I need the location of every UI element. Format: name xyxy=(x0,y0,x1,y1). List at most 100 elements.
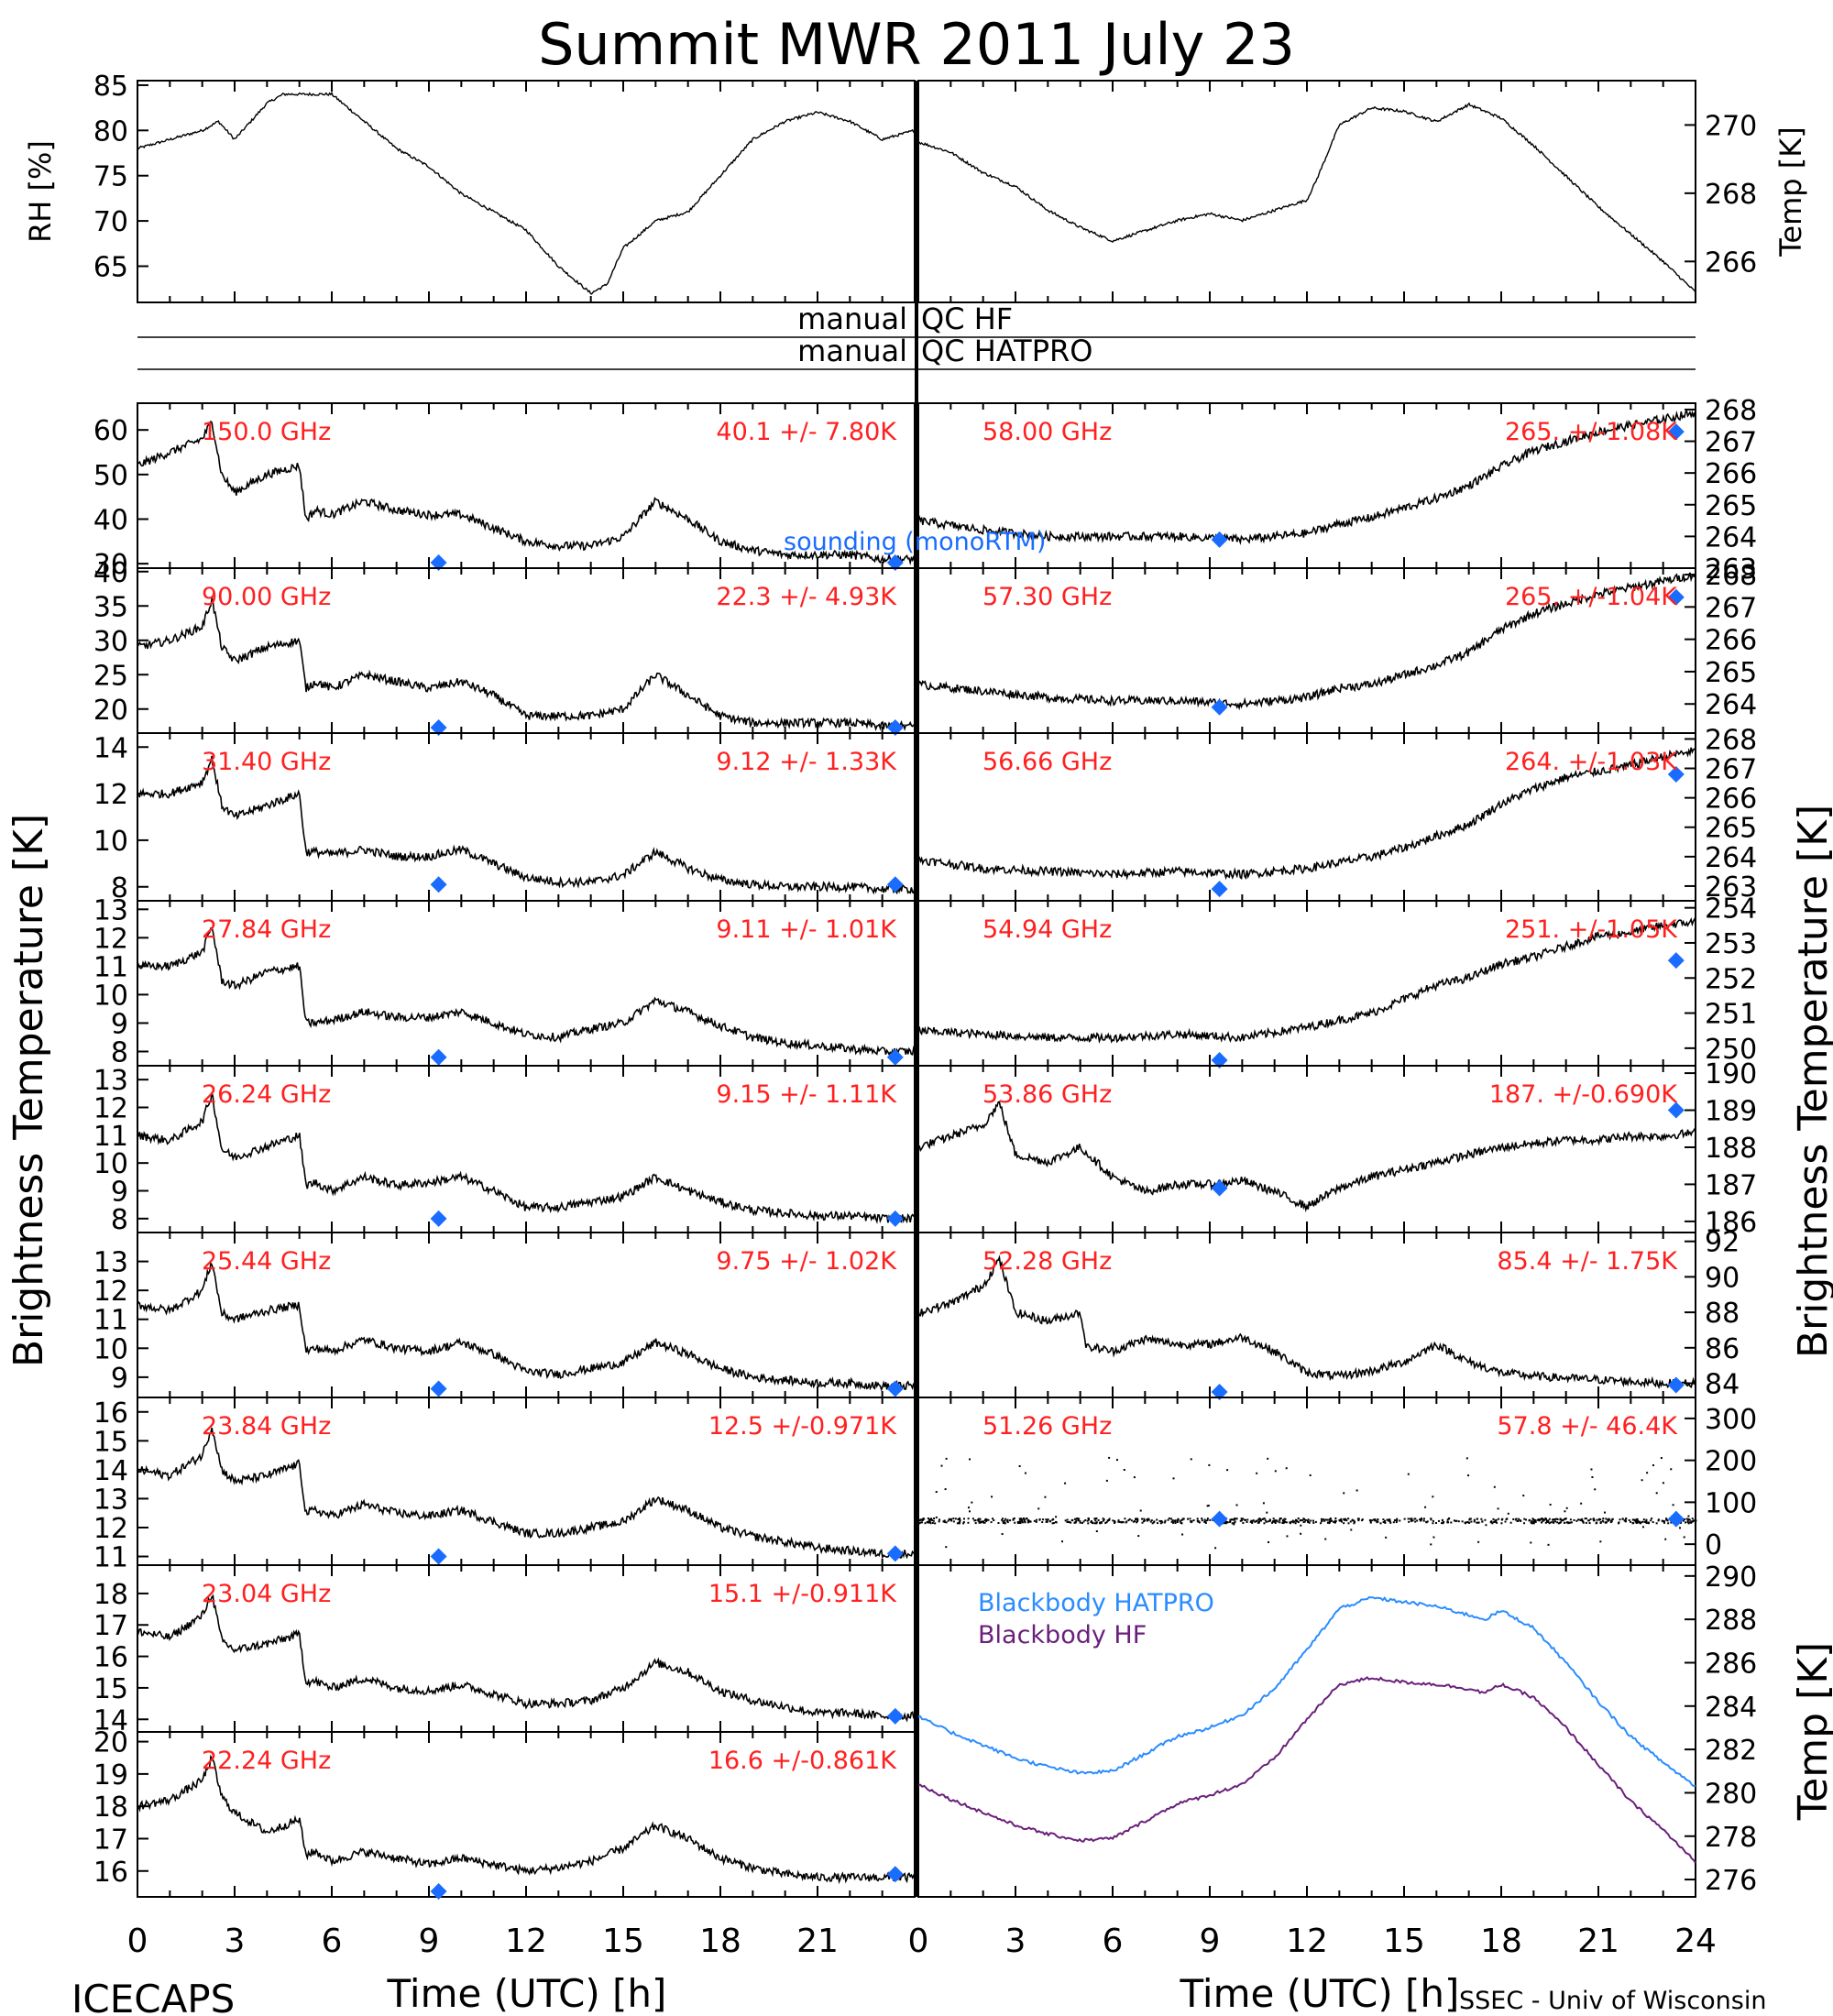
data-point xyxy=(1638,1521,1641,1524)
data-point xyxy=(1229,1520,1232,1523)
data-point xyxy=(1403,1517,1406,1520)
data-point xyxy=(1006,1519,1009,1522)
data-point xyxy=(1686,1520,1689,1523)
data-point xyxy=(1224,1520,1227,1523)
data-point xyxy=(1396,1517,1399,1520)
data-point xyxy=(1108,1517,1111,1520)
data-point xyxy=(1563,1517,1565,1520)
y-tick-label: 11 xyxy=(93,1305,128,1337)
data-point xyxy=(1071,1518,1074,1521)
data-point xyxy=(1599,1522,1602,1525)
data-point xyxy=(1016,1520,1019,1523)
data-point xyxy=(1356,1489,1358,1492)
data-point xyxy=(1224,1522,1227,1525)
data-point xyxy=(1491,1522,1494,1525)
data-point xyxy=(1284,1517,1287,1520)
sounding-marker xyxy=(1211,1510,1228,1528)
data-point xyxy=(1097,1518,1100,1521)
data-point xyxy=(967,1507,970,1509)
data-point xyxy=(1663,1521,1665,1524)
data-point xyxy=(1343,1492,1345,1495)
data-point xyxy=(1565,1507,1568,1509)
data-point xyxy=(1153,1520,1156,1523)
y-tick-label: 0 xyxy=(1705,1529,1722,1561)
data-point xyxy=(1590,1468,1593,1471)
data-point xyxy=(980,1520,982,1523)
data-point xyxy=(1189,1517,1191,1520)
data-point xyxy=(1547,1519,1550,1522)
data-point xyxy=(1432,1496,1434,1498)
data-point xyxy=(1407,1517,1410,1520)
data-point xyxy=(1369,1520,1372,1523)
stats-label: 187. +/-0.690K xyxy=(1489,1080,1678,1109)
data-point xyxy=(974,1522,977,1525)
data-point xyxy=(985,1519,988,1522)
data-point xyxy=(1599,1518,1602,1521)
y-tick-label: 25 xyxy=(93,660,128,692)
y-tick-label: 75 xyxy=(93,161,128,193)
data-point xyxy=(1579,1518,1582,1521)
data-point xyxy=(1164,1519,1167,1522)
y-tick-label: 10 xyxy=(93,1333,128,1365)
data-point xyxy=(1177,1518,1180,1521)
data-point xyxy=(938,1520,940,1523)
data-point xyxy=(1441,1522,1443,1525)
data-point xyxy=(1158,1519,1161,1522)
data-point xyxy=(1409,1517,1411,1520)
data-point xyxy=(1541,1517,1543,1520)
data-point xyxy=(1223,1521,1225,1524)
data-point xyxy=(1312,1521,1315,1524)
data-point xyxy=(990,1521,993,1524)
data-point xyxy=(1596,1518,1598,1521)
data-point xyxy=(1021,1519,1024,1522)
data-point xyxy=(1369,1521,1372,1524)
data-point xyxy=(1027,1518,1030,1521)
data-point xyxy=(977,1518,980,1521)
data-point xyxy=(1201,1519,1203,1522)
data-point xyxy=(1557,1522,1560,1525)
data-point xyxy=(1006,1521,1009,1524)
data-point xyxy=(1201,1517,1203,1520)
data-point xyxy=(1139,1509,1142,1512)
sounding-marker xyxy=(430,554,447,571)
data-point xyxy=(979,1517,982,1520)
y-tick-label: 189 xyxy=(1705,1096,1757,1128)
data-point xyxy=(968,1510,971,1513)
data-point xyxy=(1597,1518,1600,1521)
data-point xyxy=(1481,1520,1484,1523)
data-point xyxy=(1146,1517,1148,1520)
data-point xyxy=(1422,1519,1425,1522)
y-tick-label: 265 xyxy=(1705,813,1757,845)
freq-label: 57.30 GHz xyxy=(982,583,1112,611)
data-point xyxy=(1240,1517,1243,1520)
y-tick-label: 13 xyxy=(93,1484,128,1516)
data-point xyxy=(1500,1522,1503,1525)
data-point xyxy=(1090,1521,1092,1524)
data-point xyxy=(1301,1519,1303,1522)
data-point xyxy=(984,1518,987,1521)
data-point xyxy=(1548,1517,1551,1520)
x-tick-label: 15 xyxy=(1383,1923,1425,1960)
data-point xyxy=(1492,1517,1495,1520)
data-point xyxy=(1416,1519,1419,1522)
data-point xyxy=(1179,1520,1181,1523)
data-point xyxy=(1108,1518,1111,1521)
data-point xyxy=(938,1518,941,1521)
data-point xyxy=(1532,1520,1535,1523)
x-tick-label: 0 xyxy=(127,1923,148,1960)
sounding-marker xyxy=(430,1883,447,1900)
data-point xyxy=(1672,1504,1674,1507)
data-point xyxy=(1156,1522,1158,1525)
data-point xyxy=(1262,1502,1265,1505)
sounding-marker xyxy=(430,719,447,736)
series-line xyxy=(137,1092,916,1224)
data-point xyxy=(1038,1517,1041,1520)
data-point xyxy=(1552,1518,1554,1521)
data-point xyxy=(1320,1517,1323,1520)
data-point xyxy=(1641,1479,1643,1482)
data-point xyxy=(1334,1519,1337,1522)
